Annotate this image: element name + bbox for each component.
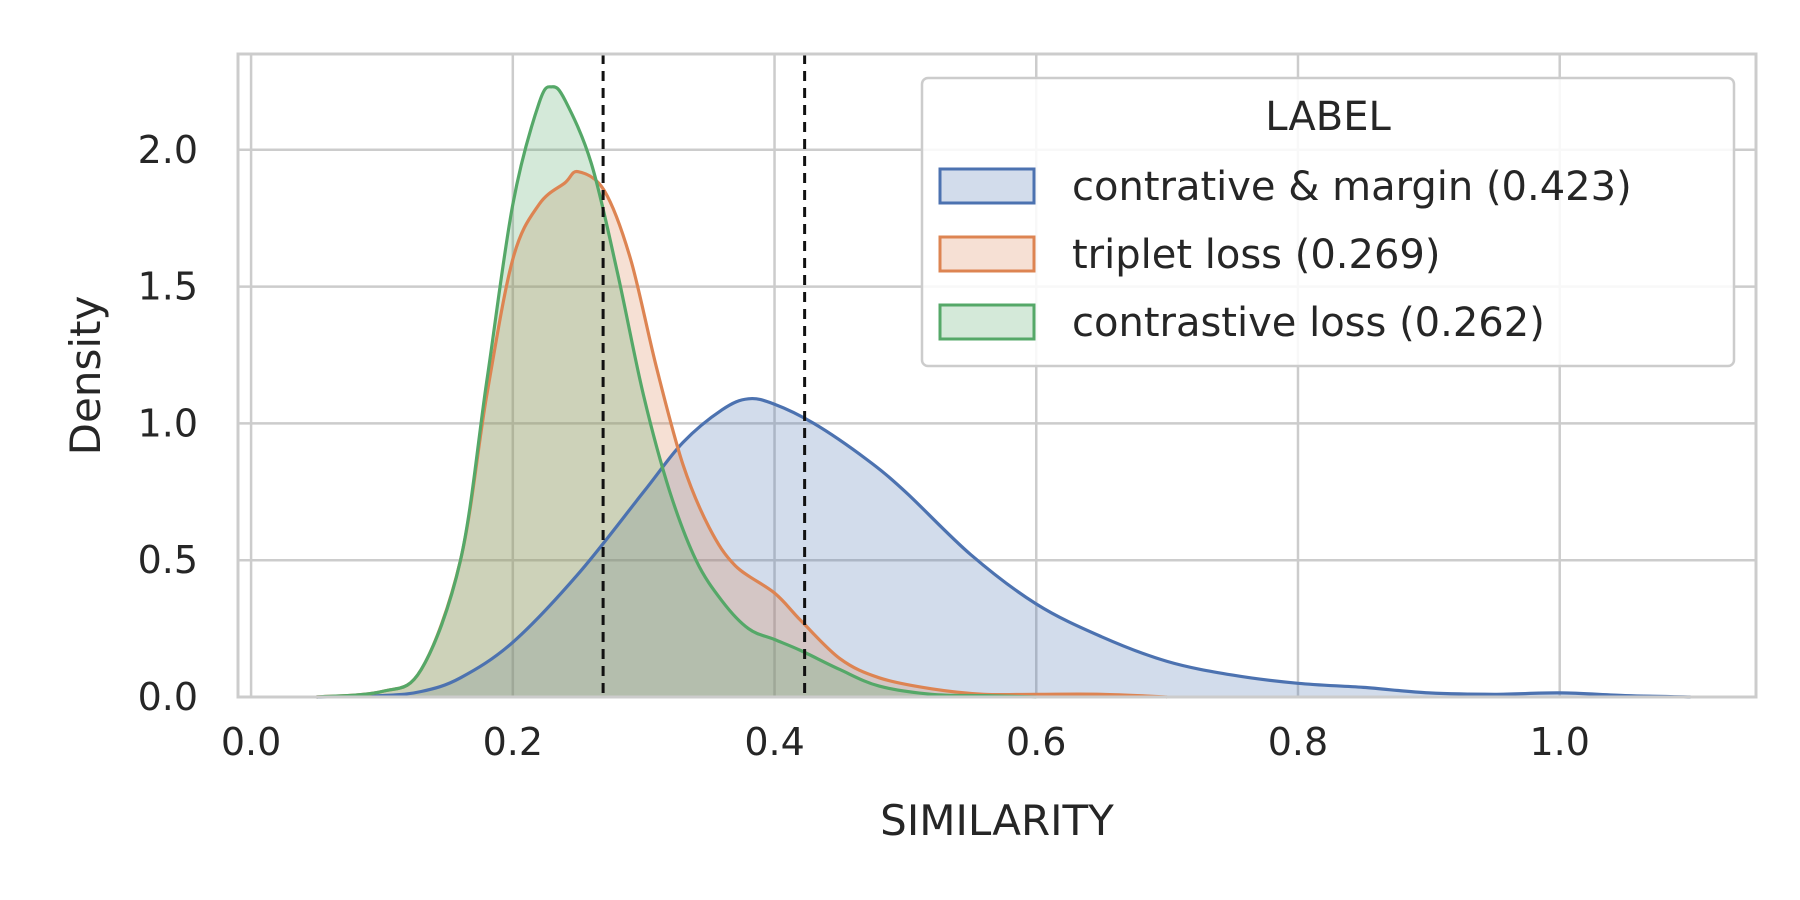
x-tick-label: 0.8 [1268,720,1328,764]
legend-entry-label: contrative & margin (0.423) [1072,164,1632,210]
x-axis-label: SIMILARITY [880,796,1114,845]
y-axis-ticks: 0.0 0.5 1.0 1.5 2.0 [138,128,198,719]
y-axis-label: Density [61,296,110,456]
legend-swatch [938,167,1036,205]
plot-frame [236,52,1758,699]
legend: LABEL contrative & margin (0.423) triplet… [920,76,1736,368]
y-tick-label: 0.0 [138,675,198,719]
legend-entry-label: triplet loss (0.269) [1072,232,1440,278]
x-axis-ticks: 0.0 0.2 0.4 0.6 0.8 1.0 [221,720,1590,764]
x-tick-label: 0.4 [744,720,804,764]
y-tick-label: 1.0 [138,401,198,445]
legend-entries: contrative & margin (0.423) triplet loss … [938,164,1632,346]
y-tick-label: 1.5 [138,265,198,309]
y-tick-label: 2.0 [138,128,198,172]
density-area-series-3 [316,86,1037,697]
x-tick-label: 0.0 [221,720,281,764]
density-lines [316,85,1691,699]
density-line-series-1 [316,396,1691,699]
x-tick-label: 0.6 [1006,720,1066,764]
legend-title: LABEL [1265,94,1391,140]
density-area-series-2 [316,171,1168,697]
x-tick-label: 0.2 [483,720,543,764]
legend-box [920,76,1736,368]
legend-entry-label: contrastive loss (0.262) [1072,300,1545,346]
density-line-series-3 [316,85,1037,699]
mean-lines [601,54,807,697]
legend-swatch [938,303,1036,341]
legend-swatch [938,235,1036,273]
x-tick-label: 1.0 [1529,720,1589,764]
y-tick-label: 0.5 [138,538,198,582]
